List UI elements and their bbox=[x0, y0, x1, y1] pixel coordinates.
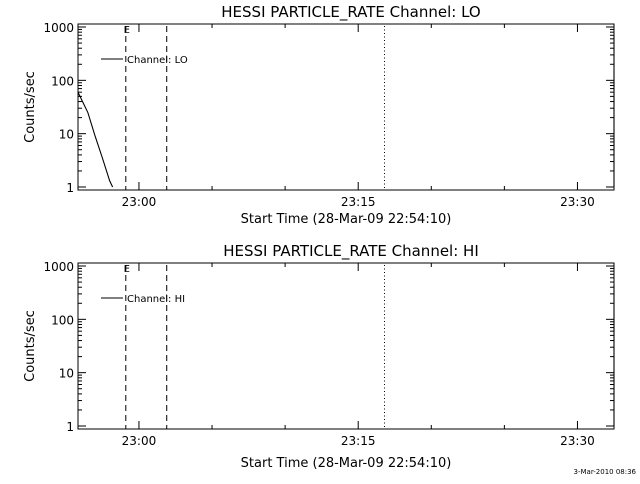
panel-hi-ytick-label: 10 bbox=[59, 367, 74, 381]
panel-lo-legend-label: Channel: LO bbox=[127, 55, 188, 66]
panel-lo-title: HESSI PARTICLE_RATE Channel: LO bbox=[221, 3, 480, 22]
panel-hi-frame bbox=[77, 262, 615, 430]
panel-lo-marker-label: E bbox=[124, 25, 130, 36]
panel-hi-xtick-label: 23:15 bbox=[341, 434, 376, 448]
panel-hi-legend-label: Channel: HI bbox=[127, 294, 185, 305]
panel-hi-xtick-label: 23:00 bbox=[122, 434, 157, 448]
panel-hi-xtick-label: 23:30 bbox=[560, 434, 595, 448]
panel-hi-title: HESSI PARTICLE_RATE Channel: HI bbox=[223, 242, 479, 261]
footer-timestamp: 3-Mar-2010 08:36 bbox=[574, 468, 637, 476]
panel-hi-ytick-label: 1000 bbox=[43, 260, 74, 274]
panel-hi-ytick-label: 1 bbox=[66, 420, 74, 434]
panel-hi-marker-label: E bbox=[124, 264, 130, 275]
panel-lo-ylabel: Counts/sec bbox=[23, 71, 38, 143]
panel-hi-xlabel: Start Time (28-Mar-09 22:54:10) bbox=[241, 456, 452, 471]
panel-lo-xtick-label: 23:15 bbox=[341, 195, 376, 209]
panel-hi-ylabel: Counts/sec bbox=[23, 310, 38, 382]
panel-lo-frame bbox=[77, 23, 615, 191]
panel-lo-xtick-label: 23:30 bbox=[560, 195, 595, 209]
panel-hi-ytick-label: 100 bbox=[51, 313, 74, 327]
panel-lo-ytick-label: 100 bbox=[51, 74, 74, 88]
panel-lo-ytick-label: 1000 bbox=[43, 21, 74, 35]
panel-lo-ytick-label: 1 bbox=[66, 181, 74, 195]
panel-hi: HESSI PARTICLE_RATE Channel: HI 23:00 23:… bbox=[23, 242, 615, 471]
panel-lo-xlabel: Start Time (28-Mar-09 22:54:10) bbox=[241, 212, 452, 227]
panel-lo-series-line bbox=[77, 91, 114, 188]
panel-lo-ytick-label: 10 bbox=[59, 128, 74, 142]
panel-lo-xtick-label: 23:00 bbox=[122, 195, 157, 209]
panel-lo: HESSI PARTICLE_RATE Channel: LO 23:00 23:… bbox=[23, 3, 615, 227]
